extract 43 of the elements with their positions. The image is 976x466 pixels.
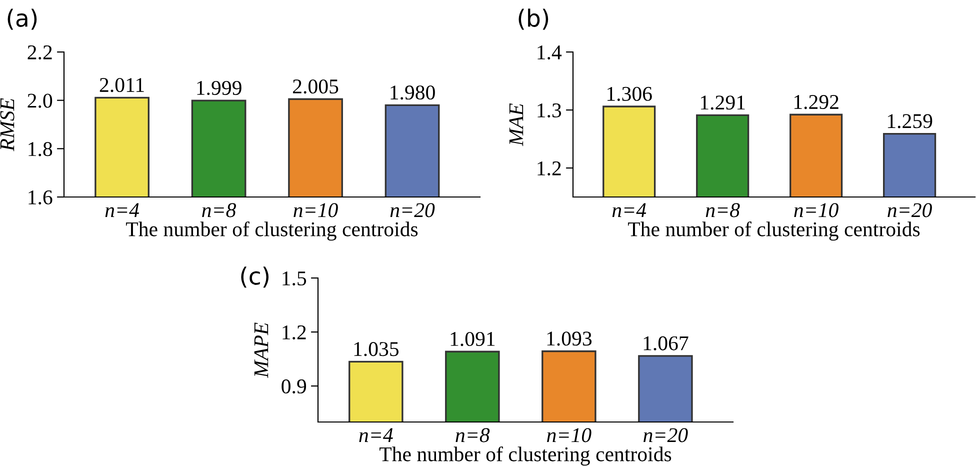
chart-title: (a) xyxy=(8,8,37,30)
x-axis-title: The number of clustering centroids xyxy=(126,221,418,241)
y-tick-label: 1.2 xyxy=(282,325,306,340)
y-tick-label: 2.2 xyxy=(28,45,52,60)
y-tick-label: 1.3 xyxy=(538,103,562,118)
x-tick-label: n=8 xyxy=(202,203,236,218)
chart-title: (c) xyxy=(241,266,269,288)
data-label: 2.005 xyxy=(293,79,338,94)
y-tick-label: 1.4 xyxy=(538,45,562,60)
data-label: 1.093 xyxy=(547,332,592,346)
y-axis-title: MAE xyxy=(509,103,524,146)
x-tick-label: n=4 xyxy=(359,428,393,442)
y-axis-title: RMSE xyxy=(0,98,14,152)
data-label: 2.011 xyxy=(100,78,144,92)
y-tick-label: 0.9 xyxy=(282,379,306,394)
y-tick-label: 1.5 xyxy=(282,271,306,286)
data-label: 1.091 xyxy=(450,332,495,346)
x-tick-label: n=4 xyxy=(105,203,140,218)
x-tick-label: n=10 xyxy=(794,203,838,218)
data-label: 1.306 xyxy=(607,86,652,101)
x-axis-title: The number of clustering centroids xyxy=(628,221,920,241)
x-axis-title: The number of clustering centroids xyxy=(380,446,672,466)
x-tick-label: n=20 xyxy=(888,203,932,218)
data-label: 1.067 xyxy=(644,336,688,350)
y-tick-label: 1.8 xyxy=(28,142,52,156)
data-label: 1.292 xyxy=(794,95,838,110)
x-tick-label: n=20 xyxy=(644,428,688,442)
x-tick-label: n=10 xyxy=(294,203,338,218)
x-tick-label: n=4 xyxy=(612,203,646,218)
y-tick-label: 1.2 xyxy=(538,161,561,176)
data-label: 1.259 xyxy=(888,114,932,128)
y-tick-label: 1.6 xyxy=(28,190,52,205)
data-label: 1.980 xyxy=(390,85,435,100)
chart-title: (b) xyxy=(518,8,548,30)
x-tick-label: n=8 xyxy=(456,428,490,442)
y-axis-title: MAPE xyxy=(254,322,268,378)
y-tick-label: 2.0 xyxy=(28,94,52,108)
data-label: 1.291 xyxy=(700,96,745,110)
x-tick-label: n=20 xyxy=(390,203,435,218)
data-label: 1.035 xyxy=(354,342,399,356)
x-tick-label: n=10 xyxy=(547,428,592,442)
x-tick-label: n=8 xyxy=(706,203,740,218)
data-label: 1.999 xyxy=(197,80,242,96)
